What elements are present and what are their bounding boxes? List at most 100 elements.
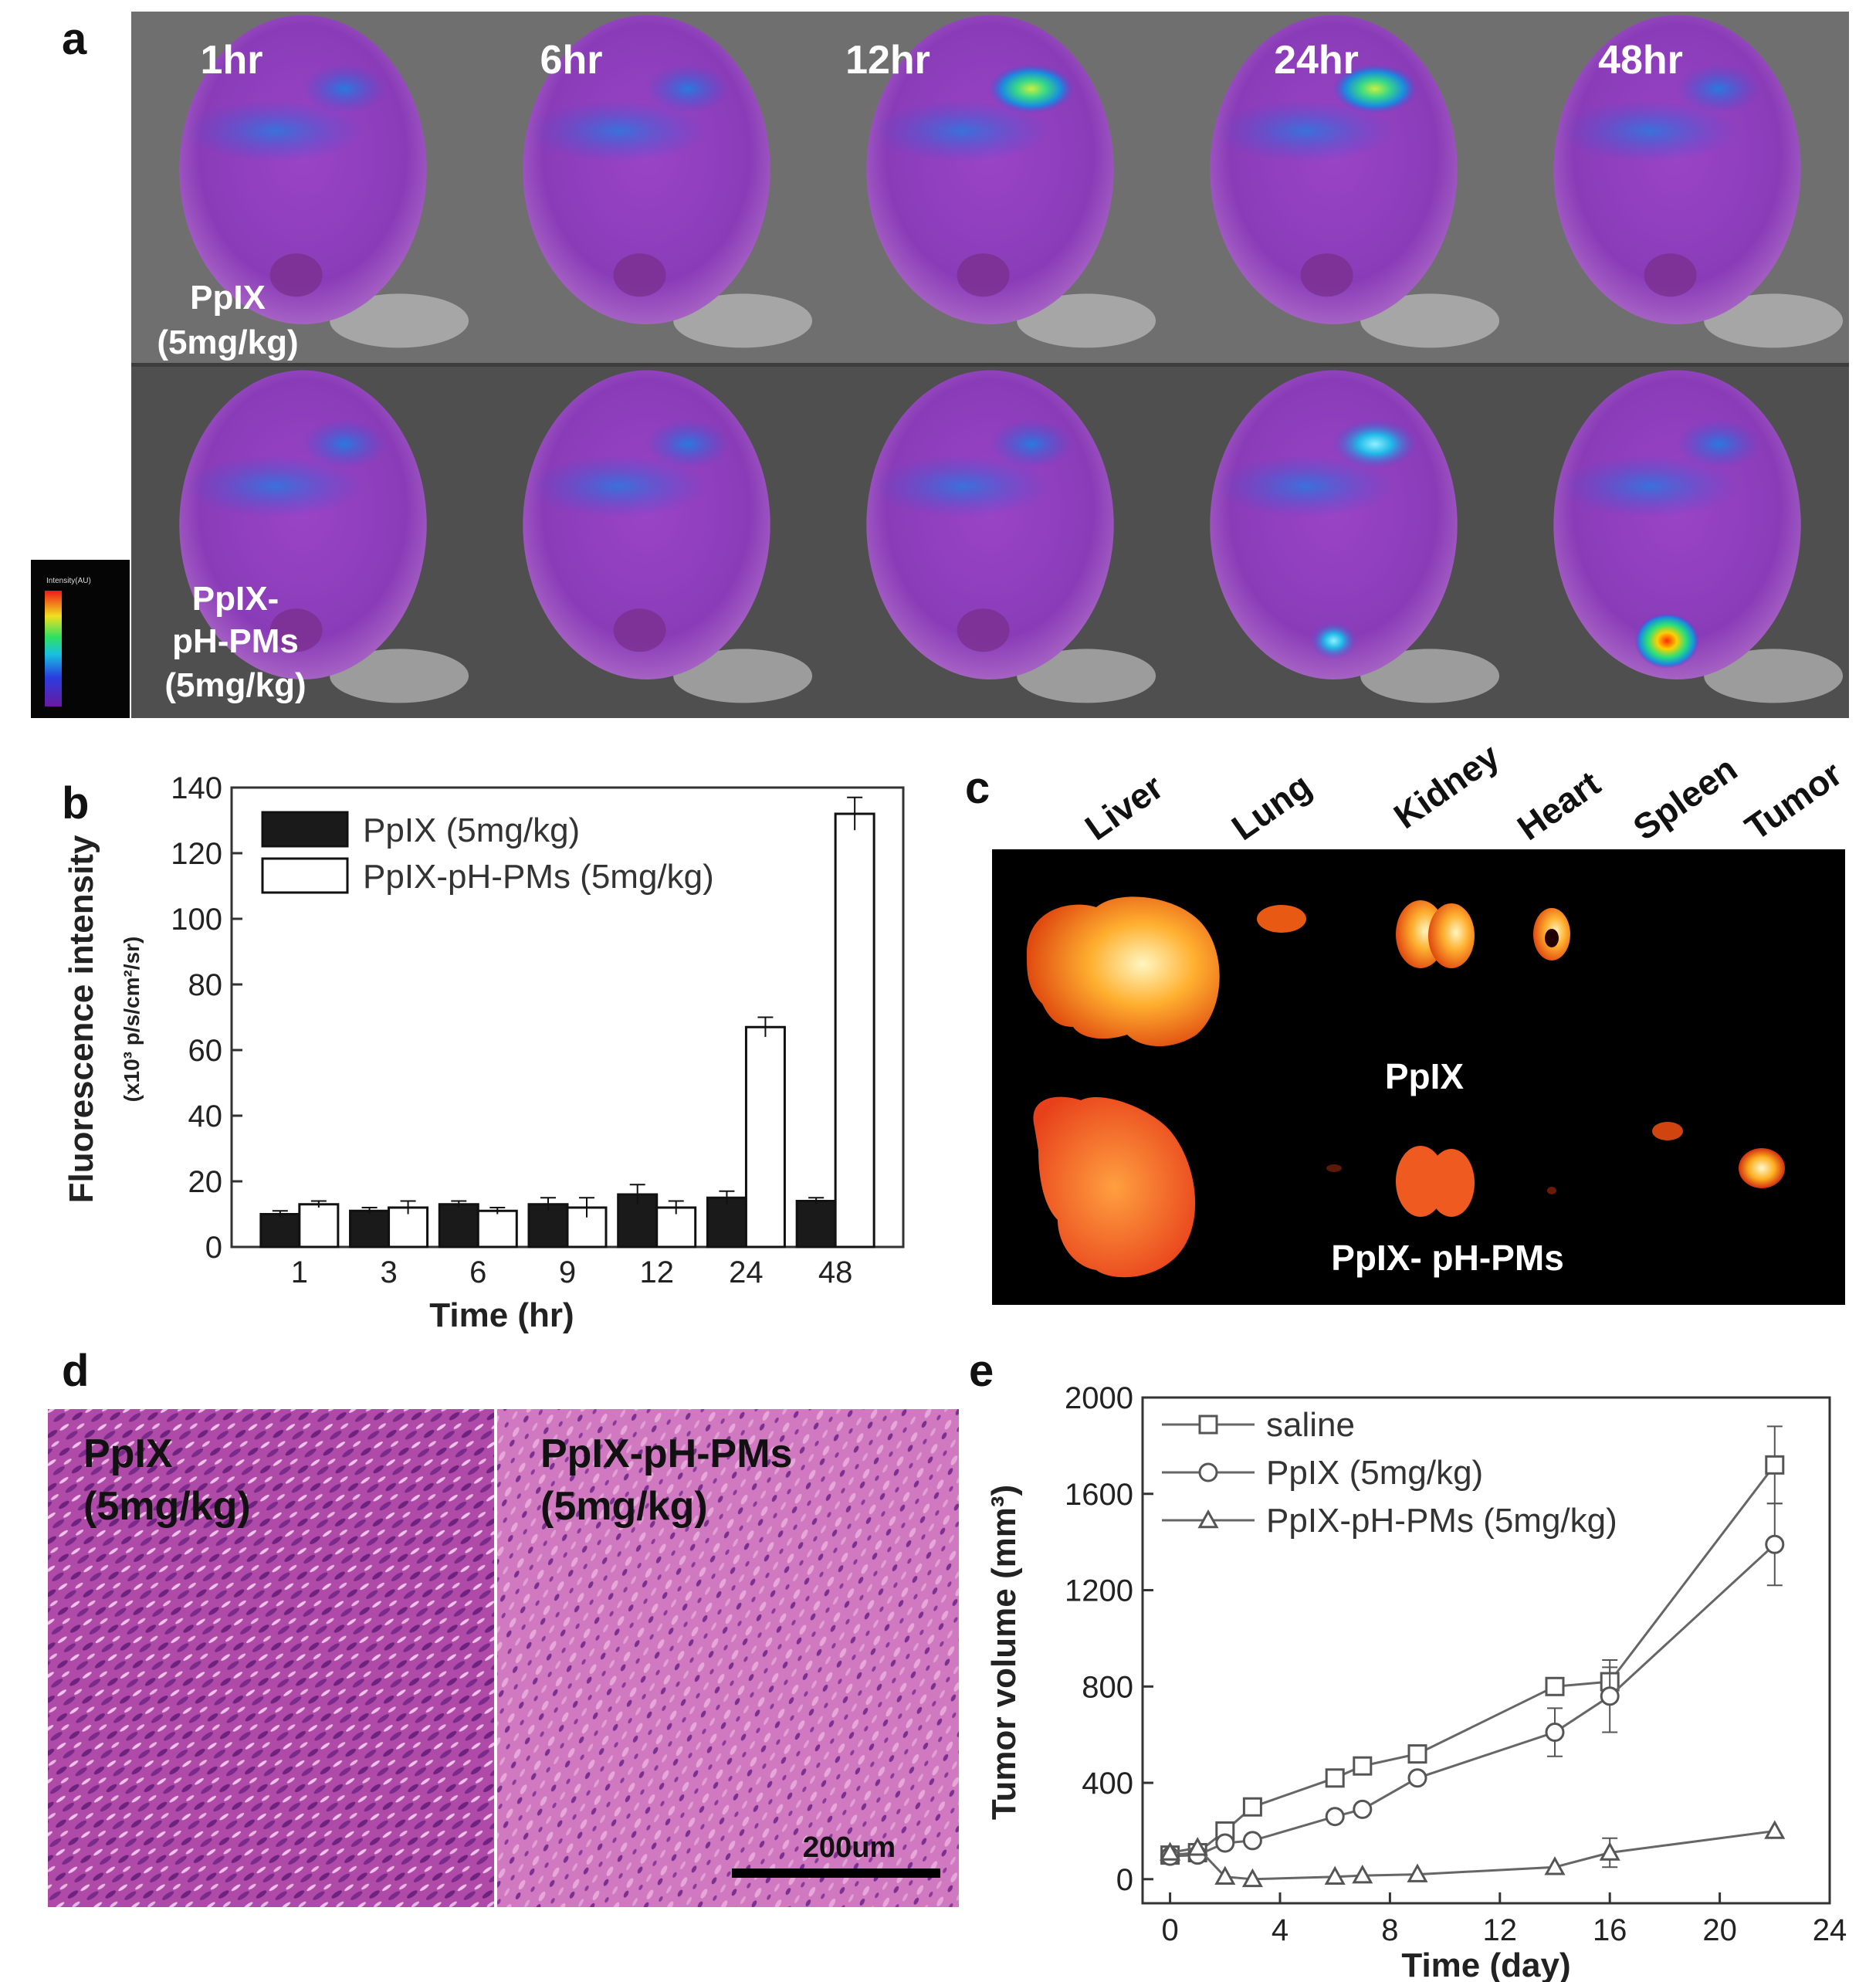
chart-e-xtick-label: 8 <box>1381 1913 1398 1947</box>
panel-d-label: d <box>62 1346 89 1396</box>
marker-triangle <box>1160 1841 1181 1861</box>
marker-triangle <box>1407 1863 1428 1882</box>
legend-swatch-ppix <box>261 811 349 848</box>
scalebar <box>732 1869 940 1878</box>
marker-circle <box>1242 1831 1262 1851</box>
marker-circle <box>1765 1534 1785 1554</box>
chart-b-xtick-label: 24 <box>729 1255 764 1289</box>
marker-square <box>1353 1756 1373 1776</box>
tumor-region <box>1300 253 1353 297</box>
time-label-12hr: 12hr <box>845 38 930 83</box>
tumor-region <box>957 608 1010 652</box>
chart-b-ytick-label: 80 <box>188 968 223 1002</box>
chart-b-frame <box>230 786 905 1248</box>
panel-b-label: b <box>62 778 89 828</box>
mouse-hotspot <box>988 64 1074 114</box>
marker-triangle <box>1214 1865 1236 1885</box>
tumor-region <box>1644 253 1697 297</box>
marker-triangle <box>1544 1856 1566 1875</box>
mouse-image-grid <box>131 12 1849 718</box>
marker-square <box>1242 1797 1262 1817</box>
chart-b-ylabel-unit: (x10³ p/s/cm²/sr) <box>120 937 144 1103</box>
series-line <box>1170 1464 1776 1857</box>
chart-e-ytick-label: 1200 <box>1065 1574 1133 1608</box>
legend-label: PpIX (5mg/kg) <box>1266 1454 1483 1492</box>
time-label-24hr: 24hr <box>1274 38 1359 83</box>
chart-b-ylabel: Fluorescence intensity <box>63 835 100 1203</box>
marker-triangle <box>1197 1509 1219 1529</box>
marker-square <box>1325 1768 1345 1788</box>
mouse-liver-signal <box>1217 99 1396 163</box>
organ-spleen-ppix-ph-pms <box>1652 1122 1683 1140</box>
mouse-hotspot <box>301 419 387 469</box>
mouse-paw <box>1704 649 1844 703</box>
tumor-region <box>957 253 1010 297</box>
chart-b-xtick-label: 6 <box>469 1255 486 1289</box>
chart-b-xtick-label: 3 <box>380 1255 397 1289</box>
tumor-volume-line-chart: 0 400 800 1200 1600 2000 0 4 8 12 16 20 24 Time (da… <box>985 1381 1847 1982</box>
mouse-paw <box>330 649 469 703</box>
mouse-liver-signal <box>186 454 365 518</box>
organ-liver-ppix-ph-pms <box>1033 1096 1196 1278</box>
tumor-signal <box>1634 612 1700 669</box>
marker-triangle <box>1241 1868 1263 1888</box>
marker-square <box>1545 1676 1565 1696</box>
marker-circle <box>1198 1462 1218 1482</box>
series-line <box>1170 1543 1776 1858</box>
chart-e-legend: saline PpIX (5mg/kg) PpIX-pH-PMs (5mg/kg) <box>1162 1406 1617 1540</box>
organ-label-tumor: Tumor <box>1738 753 1849 848</box>
chart-e-ylabel: Tumor volume (mm³) <box>985 1485 1023 1820</box>
color-scale-bar: Intensity(AU) <box>31 560 130 718</box>
time-label-1hr: 1hr <box>201 38 263 83</box>
legend-label: saline <box>1266 1406 1355 1444</box>
mouse-liver-signal <box>873 99 1052 163</box>
chart-b-xtick-label: 48 <box>818 1255 853 1289</box>
bar-ppix-ph-pms <box>834 812 875 1248</box>
mouse-hotspot <box>645 419 730 469</box>
time-label-48hr: 48hr <box>1598 38 1683 83</box>
row2-drug-label-2: pH-PMs <box>172 622 299 660</box>
chart-b-ytick-label: 0 <box>205 1231 222 1265</box>
chart-b-ytick-label: 100 <box>171 903 222 937</box>
mouse-paw <box>1360 649 1500 703</box>
marker-circle <box>1353 1799 1373 1819</box>
mouse-paw <box>330 293 469 348</box>
panel-e-label: e <box>969 1346 994 1396</box>
histology-left-dose: (5mg/kg) <box>83 1484 251 1529</box>
histology-ppix <box>48 1409 494 1907</box>
panel-c-label: c <box>965 763 990 813</box>
mouse-liver-signal <box>186 99 365 163</box>
chart-b-legend: PpIX (5mg/kg) PpIX-pH-PMs (5mg/kg) <box>261 811 714 896</box>
tumor-region <box>269 608 323 652</box>
mouse-liver-signal <box>1560 454 1739 518</box>
organ-label-kidney: Kidney <box>1387 735 1507 836</box>
histology-divider <box>494 1409 497 1907</box>
panel-a: a 1hr 6hr 12hr 24hr 48hr PpIX (5mg/kg) P… <box>31 12 1849 718</box>
mouse-paw <box>1704 293 1844 348</box>
legend-label-ppix-ph-pms: PpIX-pH-PMs (5mg/kg) <box>363 858 714 896</box>
organ-label-spleen: Spleen <box>1626 748 1744 848</box>
chart-e-ytick-label: 400 <box>1082 1767 1133 1801</box>
organ-label-lung: Lung <box>1224 765 1319 848</box>
organ-label-heart: Heart <box>1510 763 1607 848</box>
chart-b-xtick-label: 12 <box>639 1255 674 1289</box>
panel-e: e 0 400 800 1200 1600 2000 0 4 8 12 16 20 24 Time (… <box>969 1346 1847 1982</box>
time-label-6hr: 6hr <box>540 38 603 83</box>
legend-swatch-ppix-ph-pms <box>261 857 349 894</box>
panel-b: b 0 20 40 60 80 100 120 140 1 3 6 9 12 24 48 Time (hr… <box>62 771 905 1334</box>
mouse-hotspot <box>645 64 730 114</box>
chart-e-xtick-label: 12 <box>1483 1913 1518 1947</box>
row2-dose-label: (5mg/kg) <box>164 666 306 704</box>
marker-circle <box>1215 1833 1235 1853</box>
chart-b-ytick-label: 60 <box>188 1034 223 1068</box>
tumor-region <box>269 253 323 297</box>
chart-e-xlabel: Time (day) <box>1401 1946 1570 1982</box>
marker-triangle <box>1187 1837 1208 1856</box>
organ-row-ppix: PpIX <box>1027 896 1570 1096</box>
organ-row-ppix-ph-pms: PpIX- pH-PMs <box>1033 1096 1785 1278</box>
mouse-hotspot <box>1332 419 1417 469</box>
mouse-liver-signal <box>873 454 1052 518</box>
bar-ppix-ph-pms <box>744 1025 786 1248</box>
bar-ppix <box>795 1200 837 1248</box>
